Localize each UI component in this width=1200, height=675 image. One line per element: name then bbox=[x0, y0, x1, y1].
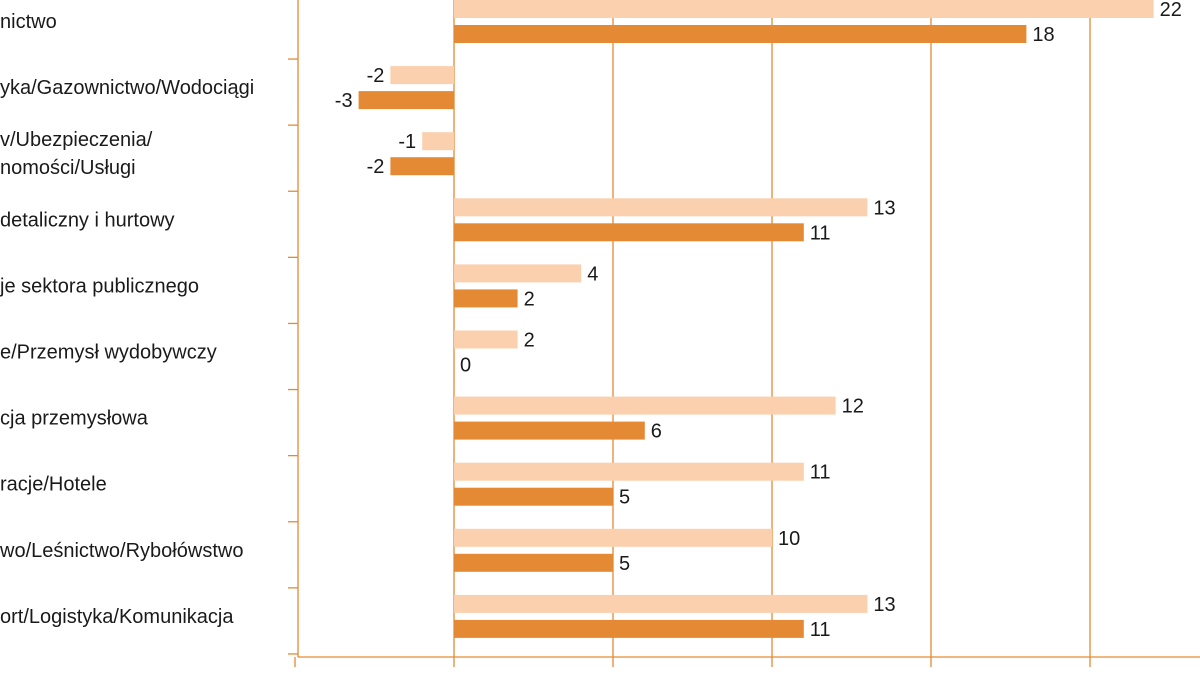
value-label: 6 bbox=[651, 421, 662, 443]
bar-light bbox=[390, 66, 454, 85]
value-label: 2 bbox=[524, 288, 535, 310]
category-label: v/Ubezpieczenia/ bbox=[0, 129, 153, 151]
value-label: 22 bbox=[1160, 0, 1182, 21]
value-label: 11 bbox=[810, 619, 831, 641]
bar-light bbox=[454, 330, 518, 349]
value-label: -2 bbox=[367, 65, 385, 87]
value-label: 0 bbox=[460, 355, 471, 377]
value-label: 12 bbox=[842, 396, 864, 418]
value-label: -3 bbox=[335, 90, 353, 112]
value-label: 13 bbox=[873, 594, 895, 616]
category-label: ort/Logistyka/Komunikacja bbox=[0, 606, 234, 628]
axes bbox=[288, 0, 1200, 667]
category-label: je sektora publicznego bbox=[0, 275, 199, 297]
bar-light bbox=[454, 594, 868, 613]
value-label: 5 bbox=[619, 487, 630, 509]
value-label: 5 bbox=[619, 553, 630, 575]
bar-dark bbox=[454, 553, 613, 572]
bar-dark bbox=[454, 421, 645, 440]
value-label: 11 bbox=[810, 222, 831, 244]
category-label: detaliczny i hurtowy bbox=[0, 209, 175, 231]
bar-dark bbox=[454, 289, 518, 308]
bar-light bbox=[422, 132, 454, 151]
bar-light bbox=[454, 0, 1154, 18]
bar-dark bbox=[454, 487, 613, 506]
category-label: yka/Gazownictwo/Wodociągi bbox=[0, 77, 254, 99]
category-label: wo/Leśnictwo/Rybołówstwo bbox=[0, 540, 243, 562]
value-label: 4 bbox=[587, 263, 598, 285]
bar-light bbox=[454, 528, 772, 547]
category-label: cja przemysłowa bbox=[0, 408, 149, 430]
bars bbox=[358, 0, 1154, 638]
gridlines bbox=[453, 0, 1091, 657]
bar-dark bbox=[454, 619, 804, 638]
bar-light bbox=[454, 198, 868, 217]
category-label: nomości/Usługi bbox=[0, 157, 136, 179]
value-label: 11 bbox=[810, 462, 831, 484]
value-label: 2 bbox=[524, 330, 535, 352]
bar-dark bbox=[358, 91, 454, 110]
bar-light bbox=[454, 462, 804, 481]
bar-light bbox=[454, 264, 582, 283]
category-label: nictwo bbox=[0, 11, 57, 33]
value-label: 13 bbox=[873, 197, 895, 219]
category-labels: nictwo yka/Gazownictwo/Wodociągi v/Ubezpie… bbox=[0, 11, 254, 628]
value-label: 10 bbox=[778, 528, 800, 550]
category-label: e/Przemysł wydobywczy bbox=[0, 342, 217, 364]
bar-dark bbox=[454, 25, 1027, 43]
bar-light bbox=[454, 396, 836, 415]
bar-dark bbox=[390, 157, 454, 176]
category-label: racje/Hotele bbox=[0, 474, 107, 496]
value-label: 18 bbox=[1032, 24, 1054, 46]
value-label: -2 bbox=[367, 156, 385, 178]
bar-dark bbox=[454, 223, 804, 242]
value-label: -1 bbox=[398, 131, 416, 153]
